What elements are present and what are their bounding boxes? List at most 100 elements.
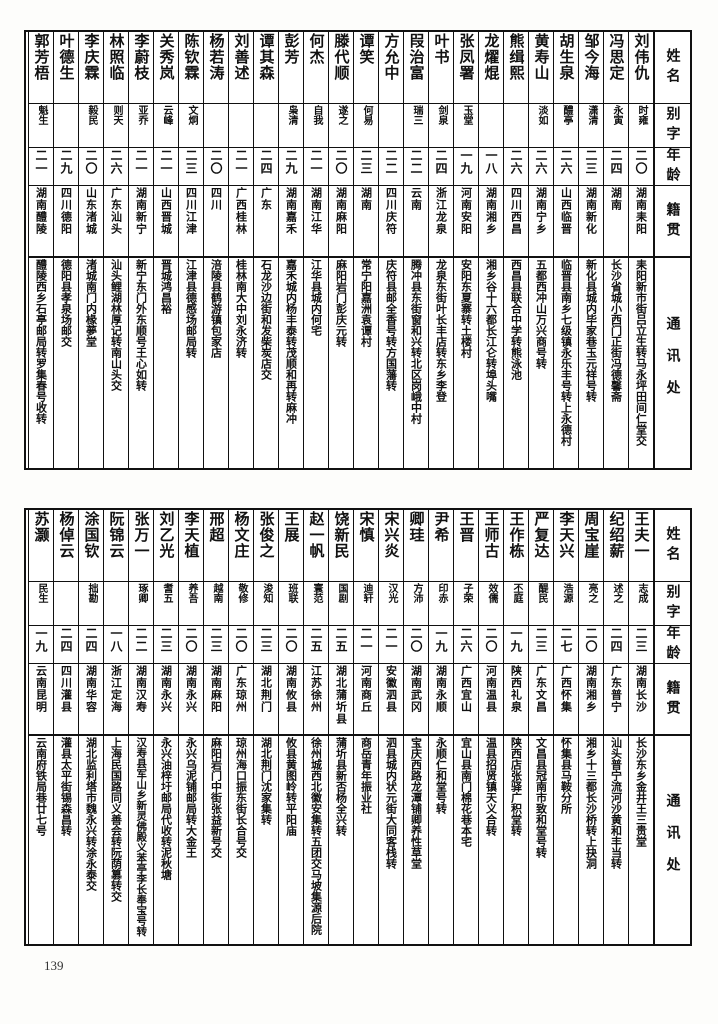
cell-text-age: 二四 <box>59 627 73 653</box>
cell-text-alias: 浚知 <box>261 583 272 603</box>
cell-text-native: 湖南江华 <box>309 187 323 235</box>
cell-age: 二〇 <box>204 148 228 186</box>
cell-name: 张俊之 <box>254 510 278 582</box>
cell-native: 广西怀集 <box>554 664 578 736</box>
cell-text-address: 湖北荆门沈家集转 <box>259 737 273 825</box>
cell-name: 关秀岚 <box>154 32 178 104</box>
cell-text-address: 耒阳新市街吕立生转马永坪田间仁堂交 <box>634 259 648 446</box>
cell-text-address: 宜山县南门棉花巷本宅 <box>459 737 473 847</box>
cell-text-name: 王夫一 <box>632 511 651 559</box>
cell-age: 二〇 <box>179 626 203 664</box>
roster-entry-column: 何杰 自我 二一 湖南江华 江华县城内何宅 <box>303 32 328 468</box>
cell-name: 郭芳梧 <box>29 32 53 104</box>
cell-text-age: 二三 <box>159 627 173 653</box>
cell-alias: 迪轩 <box>354 582 378 626</box>
cell-text-name: 胡生泉 <box>557 33 576 81</box>
cell-name: 宋慎 <box>354 510 378 582</box>
cell-text-address: 汕头鲤湖林厚记转南山头交 <box>109 259 123 391</box>
row-header-native: 籍贯 <box>655 186 690 258</box>
cell-text-age: 二〇 <box>234 627 248 653</box>
cell-text-address: 西昌县联合中学转熊泳池 <box>509 259 523 380</box>
roster-table-top: 姓名 别字 年龄 籍贯 通讯处 刘伟仇 时雍 二〇 湖南耒阳 耒阳新市街吕立生转马永坪田间仁堂交冯… <box>24 30 692 470</box>
cell-text-alias: 方沛 <box>411 583 422 603</box>
cell-alias: 述之 <box>604 582 628 626</box>
roster-entry-column: 李天兴 浩源 二七 广西怀集 怀集县马鞍分所 <box>553 510 578 944</box>
cell-age: 一九 <box>504 626 528 664</box>
cell-name: 张万一 <box>129 510 153 582</box>
roster-entry-column: 熊缉熙 二六 四川西昌 西昌县联合中学转熊泳池 <box>503 32 528 468</box>
cell-text-address: 攸县黄图岭转平阳庙 <box>284 737 298 836</box>
cell-text-alias: 云峰 <box>161 105 172 125</box>
cell-alias: 亚乔 <box>129 104 153 148</box>
cell-address: 灌县太平街锡森昌转 <box>54 736 78 944</box>
cell-native: 山西临晋 <box>554 186 578 258</box>
cell-address: 湖北荆门沈家集转 <box>254 736 278 944</box>
cell-text-name: 陈钦霖 <box>182 33 201 81</box>
cell-text-name: 张俊之 <box>257 511 276 559</box>
cell-text-address: 琼州海口振东街长合号交 <box>234 737 248 858</box>
cell-name: 刘伟仇 <box>629 32 653 104</box>
roster-entry-column: 叚治富 瑞三 二二 云南 腾冲县东街窗和兴转北区岗峨中村 <box>403 32 428 468</box>
cell-name: 李蔚枝 <box>129 32 153 104</box>
cell-text-native: 湖北荆门 <box>259 665 273 713</box>
cell-text-age: 二四 <box>609 627 623 653</box>
cell-age: 二四 <box>254 148 278 186</box>
cell-address: 湖北监利塔市魏永兴转涂永泰交 <box>79 736 103 944</box>
cell-name: 杨倬云 <box>54 510 78 582</box>
cell-age: 二九 <box>54 148 78 186</box>
roster-entry-column: 宋兴炎 汉光 二一 安徽泗县 泗县城内状元街大同客栈转 <box>378 510 403 944</box>
cell-alias: 拙勘 <box>79 582 103 626</box>
roster-entry-column: 王作栋 丕庭 一九 陕西礼泉 陕西店张驿广积堂转 <box>503 510 528 944</box>
cell-native: 湖南江华 <box>304 186 328 258</box>
cell-text-native: 河南温县 <box>484 665 498 713</box>
roster-entry-column: 杨倬云 二四 四川灌县 灌县太平街锡森昌转 <box>53 510 78 944</box>
cell-text-address: 商岳青年振业社 <box>359 737 373 814</box>
cell-text-alias: 效儒 <box>486 583 497 603</box>
cell-age: 二五 <box>329 626 353 664</box>
cell-age: 二〇 <box>329 148 353 186</box>
cell-text-alias: 魁生 <box>36 105 47 125</box>
cell-text-address: 湖北监利塔市魏永兴转涂永泰交 <box>84 737 98 891</box>
cell-text-name: 王晋 <box>457 511 476 543</box>
roster-entry-column: 赵一帆 寰范 二五 江苏徐州 徐州城西北徽安集转五团交马坡集源后院 <box>303 510 328 944</box>
cell-text-age: 二三 <box>209 627 223 653</box>
cell-text-name: 阮锦云 <box>107 511 126 559</box>
cell-text-age: 二六 <box>109 149 123 175</box>
cell-address: 江津县德感场邮局转 <box>179 258 203 468</box>
cell-native: 山西晋城 <box>154 186 178 258</box>
cell-text-age: 二〇 <box>634 149 648 175</box>
cell-alias: 汉光 <box>379 582 403 626</box>
cell-alias: 方沛 <box>404 582 428 626</box>
cell-address: 湘乡谷十六都长江仑转埠头嘴 <box>479 258 503 468</box>
roster-entry-column: 纪绍薪 述之 二四 广东普宁 汕头普宁流河沙黄和丰当转 <box>603 510 628 944</box>
cell-native: 湖南 <box>604 186 628 258</box>
cell-name: 冯思定 <box>604 32 628 104</box>
cell-alias: 瑞三 <box>404 104 428 148</box>
cell-text-name: 叶德生 <box>57 33 76 81</box>
cell-alias <box>379 104 403 148</box>
cell-name: 方允中 <box>379 32 403 104</box>
cell-name: 叶书 <box>429 32 453 104</box>
cell-name: 王夫一 <box>629 510 653 582</box>
cell-age: 二三 <box>354 148 378 186</box>
cell-text-alias: 班联 <box>286 583 297 603</box>
cell-text-age: 二一 <box>134 149 148 175</box>
row-header-label: 别字 <box>664 106 681 146</box>
cell-text-native: 云南昆明 <box>34 665 48 713</box>
cell-age: 一九 <box>454 148 478 186</box>
cell-age: 二七 <box>554 626 578 664</box>
row-header-label: 别字 <box>664 584 681 624</box>
cell-text-age: 二〇 <box>209 149 223 175</box>
cell-name: 邢超 <box>204 510 228 582</box>
roster-entry-column: 叶书 剑泉 二四 浙江龙泉 龙泉东街叶长丰店转东乡李登 <box>428 32 453 468</box>
cell-alias: 毅民 <box>79 104 103 148</box>
cell-text-alias: 玉堂 <box>461 105 472 125</box>
cell-text-age: 二〇 <box>84 149 98 175</box>
cell-text-address: 醴陵西乡石亭邮局转罗集春号收转 <box>34 259 48 424</box>
cell-age: 二一 <box>304 148 328 186</box>
cell-text-name: 李蔚枝 <box>132 33 151 81</box>
cell-alias: 寰范 <box>304 582 328 626</box>
cell-text-address: 龙泉东街叶长丰店转东乡李登 <box>434 259 448 402</box>
cell-address: 嘉禾城内杨丰泰转茂顺和再转麻冲 <box>279 258 303 468</box>
